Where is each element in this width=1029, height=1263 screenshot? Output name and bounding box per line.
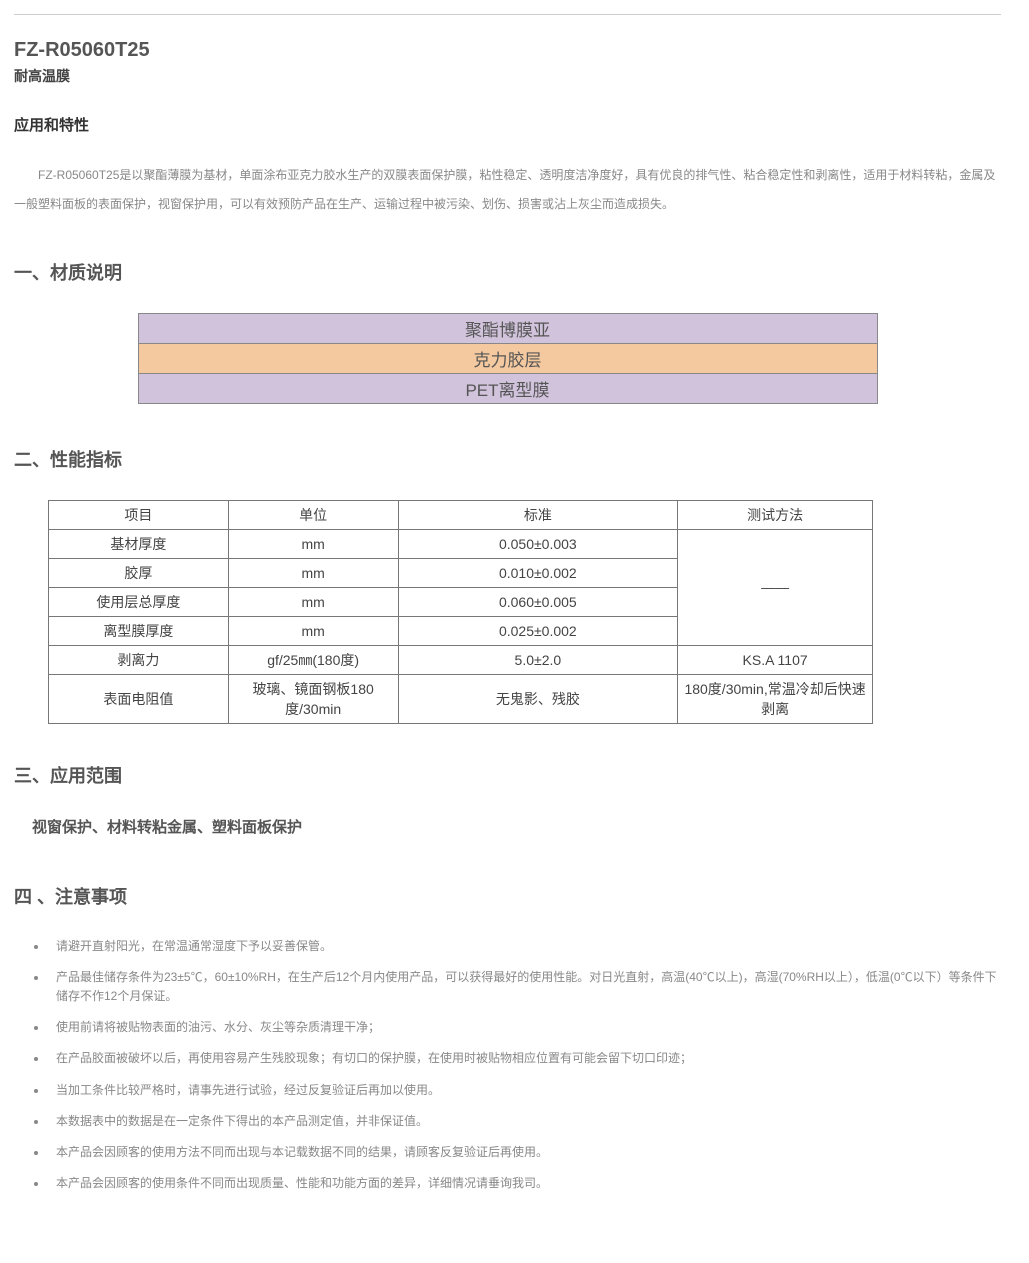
material-layer-cell: 聚酯博膜亚 [138, 313, 877, 343]
col-header-unit: 单位 [228, 500, 398, 529]
cell-method: 180度/30min,常温冷却后快速剥离 [678, 674, 873, 723]
material-layer-row: 克力胶层 [138, 343, 877, 373]
note-item: 在产品胶面被破坏以后，再使用容易产生残胶现象；有切口的保护膜，在使用时被贴物相应… [48, 1049, 1001, 1068]
application-paragraph: FZ-R05060T25是以聚酯薄膜为基材，单面涂布亚克力胶水生产的双膜表面保护… [14, 161, 1001, 219]
cell-item: 离型膜厚度 [49, 616, 229, 645]
section-heading-application: 应用和特性 [14, 114, 1001, 135]
note-item: 本数据表中的数据是在一定条件下得出的本产品测定值，并非保证值。 [48, 1112, 1001, 1131]
cell-item: 基材厚度 [49, 529, 229, 558]
cell-method-merged: —— [678, 529, 873, 645]
note-item: 请避开直射阳光，在常温通常湿度下予以妥善保管。 [48, 937, 1001, 956]
section-heading-performance: 二、性能指标 [14, 446, 1001, 472]
table-row: 剥离力gf/25㎜(180度)5.0±2.0KS.A 1107 [49, 645, 873, 674]
material-layer-row: 聚酯博膜亚 [138, 313, 877, 343]
cell-unit: mm [228, 587, 398, 616]
page-root: FZ-R05060T25 耐高温膜 应用和特性 FZ-R05060T25是以聚酯… [0, 0, 1029, 1245]
material-layer-cell: PET离型膜 [138, 373, 877, 403]
notes-list: 请避开直射阳光，在常温通常湿度下予以妥善保管。产品最佳储存条件为23±5℃，60… [14, 937, 1001, 1194]
section-heading-scope: 三、应用范围 [14, 762, 1001, 788]
cell-unit: mm [228, 616, 398, 645]
table-row: 基材厚度mm0.050±0.003—— [49, 529, 873, 558]
cell-standard: 0.010±0.002 [398, 558, 678, 587]
product-subtitle: 耐高温膜 [14, 66, 1001, 86]
cell-item: 剥离力 [49, 645, 229, 674]
material-layer-cell: 克力胶层 [138, 343, 877, 373]
cell-unit: gf/25㎜(180度) [228, 645, 398, 674]
cell-standard: 0.025±0.002 [398, 616, 678, 645]
cell-unit: 玻璃、镜面钢板180度/30min [228, 674, 398, 723]
section-heading-notes: 四 、注意事项 [14, 883, 1001, 909]
note-item: 使用前请将被贴物表面的油污、水分、灰尘等杂质清理干净； [48, 1018, 1001, 1037]
cell-item: 胶厚 [49, 558, 229, 587]
cell-standard: 无鬼影、残胶 [398, 674, 678, 723]
cell-unit: mm [228, 529, 398, 558]
performance-table: 项目 单位 标准 测试方法 基材厚度mm0.050±0.003——胶厚mm0.0… [48, 500, 873, 724]
cell-method: KS.A 1107 [678, 645, 873, 674]
cell-standard: 0.060±0.005 [398, 587, 678, 616]
material-layer-row: PET离型膜 [138, 373, 877, 403]
col-header-item: 项目 [49, 500, 229, 529]
table-header-row: 项目 单位 标准 测试方法 [49, 500, 873, 529]
cell-unit: mm [228, 558, 398, 587]
material-layer-table: 聚酯博膜亚克力胶层PET离型膜 [138, 313, 878, 404]
note-item: 当加工条件比较严格时，请事先进行试验，经过反复验证后再加以使用。 [48, 1081, 1001, 1100]
note-item: 本产品会因顾客的使用方法不同而出现与本记载数据不同的结果，请顾客反复验证后再使用… [48, 1143, 1001, 1162]
top-divider [14, 14, 1001, 15]
scope-text: 视窗保护、材料转粘金属、塑料面板保护 [32, 816, 1001, 837]
product-code: FZ-R05060T25 [14, 39, 1001, 62]
col-header-method: 测试方法 [678, 500, 873, 529]
table-row: 表面电阻值玻璃、镜面钢板180度/30min无鬼影、残胶180度/30min,常… [49, 674, 873, 723]
cell-item: 使用层总厚度 [49, 587, 229, 616]
col-header-std: 标准 [398, 500, 678, 529]
section-heading-material: 一、材质说明 [14, 259, 1001, 285]
cell-standard: 5.0±2.0 [398, 645, 678, 674]
note-item: 本产品会因顾客的使用条件不同而出现质量、性能和功能方面的差异，详细情况请垂询我司… [48, 1174, 1001, 1193]
cell-standard: 0.050±0.003 [398, 529, 678, 558]
cell-item: 表面电阻值 [49, 674, 229, 723]
note-item: 产品最佳储存条件为23±5℃，60±10%RH，在生产后12个月内使用产品，可以… [48, 968, 1001, 1006]
